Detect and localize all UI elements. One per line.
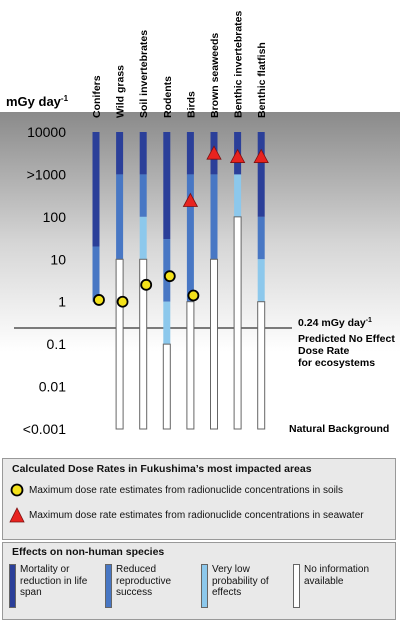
bar-segment-rodents-low_probability bbox=[163, 301, 171, 345]
bar-segment-soil-invertebrates-reproductive bbox=[139, 174, 147, 217]
seawater-estimate-benthic-flatfish bbox=[253, 148, 269, 163]
markers bbox=[93, 145, 269, 308]
effects-legend: Effects on non-human species Mortality o… bbox=[2, 542, 396, 620]
soil-estimate-rodents bbox=[163, 270, 176, 283]
category-label-benthic-invertebrates: Benthic invertebrates bbox=[233, 10, 245, 118]
soil-legend-label: Maximum dose rate estimates from radionu… bbox=[29, 484, 344, 496]
bar-segment-birds-no_information bbox=[186, 301, 195, 430]
dose-rates-legend-title: Calculated Dose Rates in Fukushima’s mos… bbox=[12, 463, 312, 475]
red-triangle-icon bbox=[9, 507, 25, 523]
bar-segment-brown-seaweeds-no_information bbox=[210, 258, 218, 430]
y-tick-label: 0.01 bbox=[39, 379, 66, 395]
y-tick-label: 10 bbox=[50, 251, 66, 267]
reference-description-3: for ecosystems bbox=[298, 357, 375, 369]
seawater-legend-label: Maximum dose rate estimates from radionu… bbox=[29, 509, 364, 521]
soil-estimate-wild-grass bbox=[116, 295, 129, 308]
bar-segment-wild-grass-mortality bbox=[116, 132, 124, 175]
bar-segment-soil-invertebrates-low_probability bbox=[139, 216, 147, 260]
yellow-circle-icon bbox=[10, 483, 24, 497]
effect-low-probability-label: Very low probability of effects bbox=[212, 564, 269, 598]
bar-segment-soil-invertebrates-mortality bbox=[139, 132, 147, 175]
reference-value-superscript: -1 bbox=[366, 317, 372, 324]
y-tick-label: 1 bbox=[58, 294, 66, 310]
bar-segment-wild-grass-reproductive bbox=[116, 174, 124, 260]
effect-reproductive: Reduced reproductive success bbox=[105, 564, 197, 608]
effect-mortality-label: Mortality or reduction in life span bbox=[20, 564, 88, 598]
effect-low-probability: Very low probability of effects bbox=[201, 564, 289, 608]
y-tick-label: 0.1 bbox=[47, 336, 67, 352]
bar-segment-conifers-mortality bbox=[92, 132, 100, 247]
bar-segment-benthic-invertebrates-no_information bbox=[233, 216, 242, 430]
effect-no-information: No information available bbox=[293, 564, 393, 608]
dose-rate-chart: Conifers Wild grass Soil invertebrates Rode… bbox=[0, 10, 400, 437]
reference-description-1: Predicted No Effect bbox=[298, 333, 395, 345]
mortality-swatch bbox=[9, 564, 16, 608]
category-labels: Conifers Wild grass Soil invertebrates Rode… bbox=[91, 10, 268, 118]
bar-segment-rodents-no_information bbox=[162, 343, 171, 430]
bar-segment-benthic-flatfish-no_information bbox=[257, 301, 266, 430]
reference-annotation: 0.24 mGy day-1 Predicted No Effect Dose … bbox=[298, 317, 395, 369]
soil-estimate-soil-invertebrates bbox=[140, 278, 153, 291]
bar-segment-soil-invertebrates-no_information bbox=[139, 258, 148, 430]
y-tick-label: 100 bbox=[43, 209, 67, 225]
category-label-soil-invertebrates: Soil invertebrates bbox=[138, 30, 150, 118]
category-label-conifers: Conifers bbox=[91, 75, 103, 118]
natural-background-label: Natural Background bbox=[289, 423, 389, 435]
bar-segment-birds-mortality bbox=[186, 132, 194, 175]
soil-legend-item: Maximum dose rate estimates from radionu… bbox=[9, 482, 343, 498]
no-information-swatch bbox=[293, 564, 300, 608]
bar-segment-benthic-flatfish-low_probability bbox=[257, 259, 265, 302]
effect-reproductive-label: Reduced reproductive success bbox=[116, 564, 172, 598]
reference-value-label: 0.24 mGy day-1 bbox=[298, 317, 372, 329]
y-axis-title-superscript: -1 bbox=[61, 94, 69, 103]
bar-segment-conifers-reproductive bbox=[92, 246, 100, 302]
bar-segment-wild-grass-no_information bbox=[115, 258, 124, 430]
bar-segment-rodents-mortality bbox=[163, 132, 171, 240]
effect-no-information-label: No information available bbox=[304, 564, 370, 587]
bar-segment-benthic-flatfish-reproductive bbox=[257, 216, 265, 260]
category-label-brown-seaweeds: Brown seaweeds bbox=[209, 33, 221, 118]
bar-segment-brown-seaweeds-reproductive bbox=[210, 174, 218, 260]
category-label-benthic-flatfish: Benthic flatfish bbox=[256, 42, 268, 118]
category-label-rodents: Rodents bbox=[162, 76, 174, 118]
seawater-estimate-brown-seaweeds bbox=[206, 145, 222, 160]
dose-rates-legend: Calculated Dose Rates in Fukushima’s mos… bbox=[2, 458, 396, 540]
plot-background bbox=[0, 112, 400, 352]
reference-description-2: Dose Rate bbox=[298, 345, 350, 357]
y-axis-ticks: 10000 >1000 100 10 1 0.1 0.01 <0.001 bbox=[23, 124, 66, 437]
seawater-estimate-birds bbox=[182, 192, 199, 207]
seawater-legend-item: Maximum dose rate estimates from radionu… bbox=[9, 507, 364, 523]
soil-estimate-conifers bbox=[93, 294, 105, 306]
y-tick-label: 10000 bbox=[27, 124, 66, 140]
effect-mortality: Mortality or reduction in life span bbox=[9, 564, 101, 608]
bar-segment-benthic-invertebrates-low_probability bbox=[234, 174, 242, 217]
bar-segment-rodents-reproductive bbox=[163, 239, 171, 302]
low-probability-swatch bbox=[201, 564, 208, 608]
y-tick-label: <0.001 bbox=[23, 421, 66, 437]
bar-segment-benthic-flatfish-mortality bbox=[257, 132, 265, 217]
category-label-wild-grass: Wild grass bbox=[115, 65, 127, 118]
reproductive-swatch bbox=[105, 564, 112, 608]
effects-legend-title: Effects on non-human species bbox=[12, 546, 165, 558]
seawater-estimate-benthic-invertebrates bbox=[229, 148, 246, 163]
bar-segment-birds-reproductive bbox=[186, 174, 194, 302]
soil-estimate-birds bbox=[187, 289, 200, 302]
y-axis-title: mGy day-1 bbox=[6, 94, 69, 109]
y-tick-label: >1000 bbox=[27, 166, 67, 182]
category-label-birds: Birds bbox=[185, 91, 197, 118]
